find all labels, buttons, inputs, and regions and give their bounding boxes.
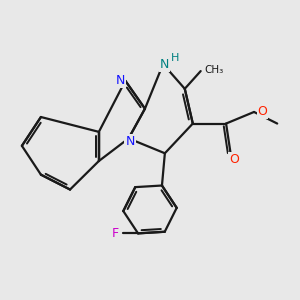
Text: F: F [112,227,119,240]
Text: N: N [125,136,135,148]
Text: O: O [258,106,268,118]
Text: N: N [160,58,169,70]
Text: N: N [115,74,125,87]
Text: CH₃: CH₃ [204,64,224,75]
Text: O: O [229,153,239,166]
Text: H: H [171,52,180,63]
